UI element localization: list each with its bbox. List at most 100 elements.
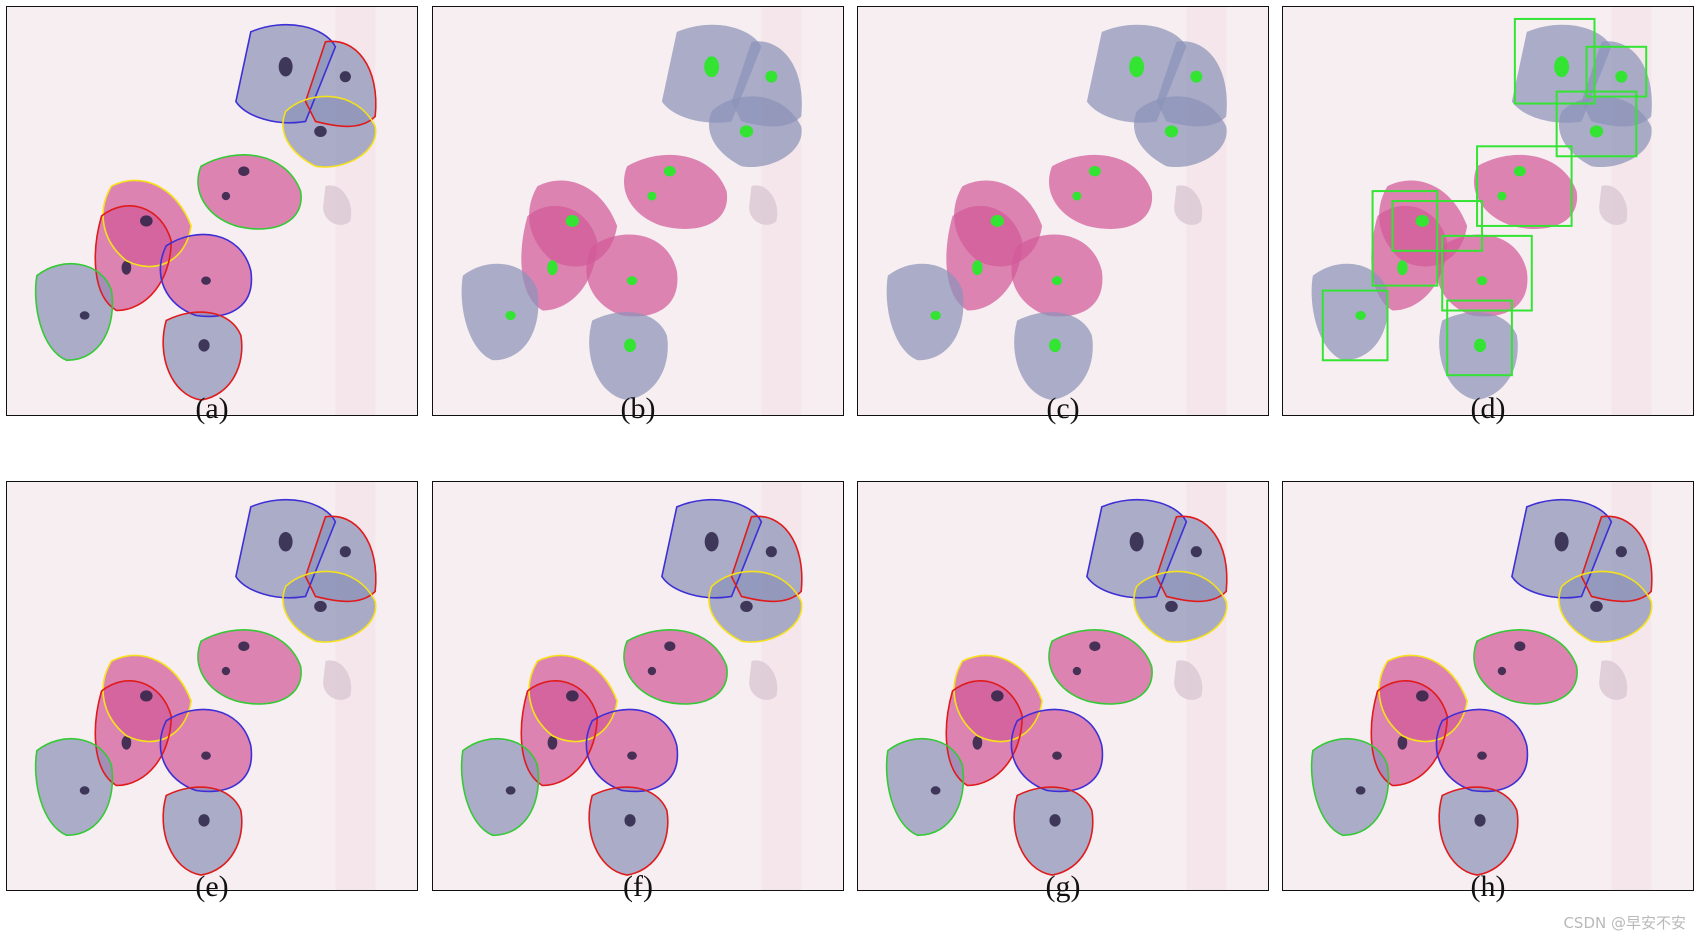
cell-low-green	[461, 738, 539, 836]
cell-top-yellow-contour	[282, 95, 377, 168]
cell-top-yellow-contour	[708, 570, 803, 643]
nucleus-9	[624, 814, 636, 827]
nucleus-9	[1049, 814, 1061, 827]
nucleus-mask-1	[1615, 70, 1628, 83]
nucleus-1	[339, 71, 351, 83]
panel-a	[6, 6, 418, 416]
nucleus-4	[647, 666, 657, 676]
nucleus-5	[1416, 690, 1429, 702]
cell-left-red	[1371, 680, 1448, 786]
panel-d	[1282, 6, 1694, 416]
panel-b	[432, 6, 844, 416]
bounding-box-3	[1476, 145, 1573, 227]
cell-left-red	[946, 680, 1023, 786]
cell-low-green	[886, 263, 964, 361]
nucleus-mask-0	[1129, 56, 1145, 78]
nucleus-8	[930, 786, 941, 795]
panel-f	[432, 481, 844, 891]
cell-mid-blue	[160, 709, 252, 792]
nucleus-0	[278, 531, 293, 552]
nucleus-1	[1615, 546, 1627, 558]
cell-top-yellow-contour	[282, 570, 377, 643]
nucleus-mask-8	[505, 311, 516, 320]
nucleus-mask-7	[1051, 276, 1063, 286]
nucleus-mask-1	[1190, 70, 1203, 83]
cell-top-red-contour	[1580, 515, 1653, 603]
cell-low-red	[163, 312, 242, 401]
cell-low-green	[1311, 738, 1389, 836]
cell-low-red	[589, 312, 668, 401]
nucleus-8	[79, 311, 90, 320]
debris	[323, 185, 352, 225]
bounding-box-8	[1446, 299, 1513, 377]
panel-e	[6, 481, 418, 891]
nucleus-mask-8	[1355, 311, 1366, 320]
micrograph-b	[432, 6, 844, 416]
cell-mid-blue-contour	[585, 708, 679, 793]
nucleus-5	[140, 690, 153, 702]
nucleus-7	[1052, 751, 1062, 760]
cell-left-yellow-contour	[1378, 654, 1468, 743]
cell-low-red-contour	[588, 786, 669, 876]
nucleus-mask-5	[990, 214, 1005, 227]
cell-mid-blue-contour	[159, 708, 253, 793]
micrograph-d	[1282, 6, 1694, 416]
cell-low-green	[461, 263, 539, 361]
nucleus-4	[1072, 666, 1082, 676]
nucleus-9	[198, 339, 210, 352]
micrograph-c	[857, 6, 1269, 416]
cell-mid-blue	[586, 709, 678, 792]
cell-mid-green	[1048, 154, 1153, 229]
panel-c	[857, 6, 1269, 416]
cell-low-green	[35, 263, 113, 361]
nucleus-mask-3	[1513, 165, 1526, 177]
cell-left-yellow-contour	[953, 654, 1043, 743]
caption-b: (b)	[620, 392, 656, 425]
cell-left-red	[95, 205, 172, 311]
cell-top-yellow-contour	[1133, 570, 1228, 643]
cell-left-red	[95, 680, 172, 786]
bounding-box-7	[1321, 289, 1389, 362]
cell-mid-blue	[160, 234, 252, 317]
nucleus-7	[201, 751, 211, 760]
cell-low-red	[1014, 787, 1093, 876]
cell-top-yellow	[282, 96, 376, 167]
debris	[323, 660, 352, 700]
nucleus-8	[505, 786, 516, 795]
cell-left-red	[1371, 205, 1448, 311]
cell-left-yellow-contour	[528, 654, 618, 743]
nucleus-mask-2	[1164, 125, 1179, 138]
nucleus-mask-9	[1474, 338, 1487, 353]
cell-mid-blue	[1436, 709, 1528, 792]
nucleus-3	[238, 641, 250, 652]
cell-top-yellow	[708, 571, 802, 642]
cell-low-green-contour	[34, 738, 114, 837]
nucleus-mask-4	[1072, 191, 1082, 201]
nucleus-mask-9	[624, 338, 637, 353]
nucleus-5	[140, 215, 153, 227]
caption-d: (d)	[1470, 392, 1506, 425]
cell-left-red	[946, 205, 1023, 311]
nucleus-3	[1089, 641, 1101, 652]
cell-top-blue-contour	[235, 23, 337, 124]
cell-low-red	[1439, 787, 1518, 876]
cell-mid-blue-contour	[159, 233, 253, 318]
nucleus-6	[1397, 735, 1408, 750]
cell-top-red-contour	[304, 515, 377, 603]
cell-low-red	[163, 787, 242, 876]
nucleus-3	[238, 166, 250, 177]
nucleus-5	[566, 690, 579, 702]
cell-mid-blue-contour	[1010, 708, 1104, 793]
micrograph-e	[6, 481, 418, 891]
cell-low-red	[1014, 312, 1093, 401]
cell-low-green-contour	[885, 738, 965, 837]
cell-mid-green	[1048, 629, 1153, 704]
cell-low-green-contour	[34, 263, 114, 362]
bounding-box-2	[1555, 90, 1638, 158]
nucleus-4	[221, 666, 231, 676]
debris	[749, 660, 778, 700]
cell-top-yellow	[1133, 96, 1227, 167]
cell-mid-blue-contour	[1435, 708, 1529, 793]
cell-left-red	[521, 205, 598, 311]
nucleus-2	[314, 125, 327, 137]
